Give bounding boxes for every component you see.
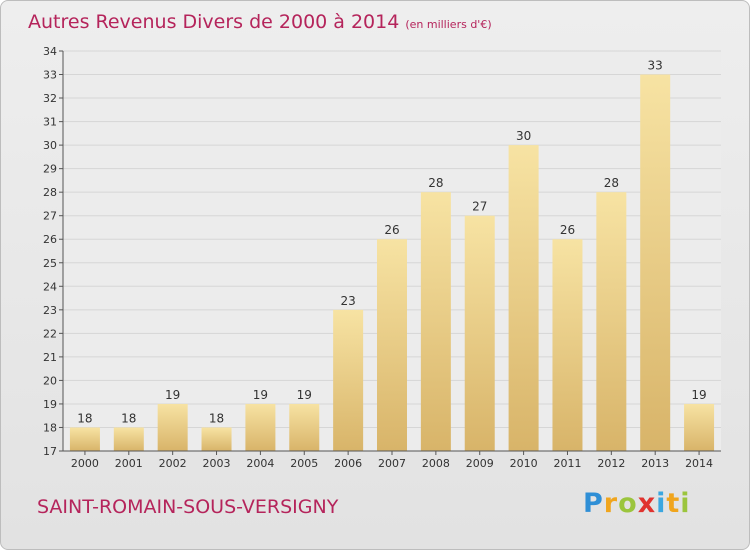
y-tick-label: 19 <box>43 398 57 411</box>
bar <box>69 427 100 451</box>
y-tick-label: 33 <box>43 69 57 82</box>
x-tick-label: 2013 <box>641 457 669 470</box>
x-tick-label: 2014 <box>685 457 713 470</box>
y-tick-label: 30 <box>43 139 57 152</box>
chart-title-main: Autres Revenus Divers de 2000 à 2014 <box>28 11 400 33</box>
x-tick-label: 2001 <box>115 457 143 470</box>
x-tick-label: 2005 <box>290 457 318 470</box>
bar <box>245 403 276 451</box>
y-tick-label: 18 <box>43 421 57 434</box>
logo-letter: r <box>603 488 619 519</box>
data-label: 28 <box>428 176 443 190</box>
y-tick-label: 26 <box>43 233 57 246</box>
data-label: 19 <box>297 388 312 402</box>
logo-letter: i <box>656 488 667 519</box>
data-label: 30 <box>516 129 531 143</box>
bar <box>596 192 627 452</box>
data-label: 18 <box>209 411 224 425</box>
data-label: 26 <box>560 223 575 237</box>
y-tick-label: 29 <box>43 163 57 176</box>
y-tick-label: 22 <box>43 327 57 340</box>
logo-letter: x <box>637 488 657 519</box>
logo-letter: t <box>666 488 681 519</box>
proxiti-logo[interactable]: Proxiti <box>583 488 691 519</box>
data-label: 28 <box>604 176 619 190</box>
x-tick-label: 2003 <box>203 457 231 470</box>
data-label: 23 <box>340 294 355 308</box>
y-tick-label: 25 <box>43 257 57 270</box>
x-tick-label: 2012 <box>597 457 625 470</box>
bar <box>201 427 232 451</box>
commune-name: SAINT-ROMAIN-SOUS-VERSIGNY <box>37 496 339 518</box>
x-tick-label: 2010 <box>510 457 538 470</box>
bar <box>420 192 451 452</box>
bar <box>508 145 539 451</box>
y-tick-label: 20 <box>43 374 57 387</box>
bar <box>684 403 715 451</box>
data-label: 19 <box>691 388 706 402</box>
data-label: 33 <box>648 59 663 73</box>
y-tick-label: 21 <box>43 351 57 364</box>
logo-letter: i <box>680 488 691 519</box>
bar <box>464 215 495 451</box>
y-tick-label: 24 <box>43 280 57 293</box>
bar <box>113 427 144 451</box>
x-tick-label: 2009 <box>466 457 494 470</box>
logo-letter: P <box>583 488 604 519</box>
logo-letter: o <box>618 488 638 519</box>
data-label: 18 <box>121 411 136 425</box>
data-label: 26 <box>384 223 399 237</box>
bar <box>640 74 671 451</box>
x-tick-label: 2004 <box>246 457 274 470</box>
chart-title: Autres Revenus Divers de 2000 à 2014 (en … <box>28 11 492 33</box>
bar <box>333 309 364 451</box>
chart-title-unit: (en milliers d'€) <box>405 18 492 31</box>
bar <box>289 403 320 451</box>
x-tick-label: 2002 <box>159 457 187 470</box>
data-label: 27 <box>472 200 487 214</box>
data-label: 19 <box>165 388 180 402</box>
bar <box>377 239 407 451</box>
x-tick-label: 2011 <box>553 457 581 470</box>
y-tick-label: 17 <box>43 445 57 458</box>
y-tick-label: 31 <box>43 116 57 129</box>
x-tick-label: 2006 <box>334 457 362 470</box>
y-tick-label: 27 <box>43 210 57 223</box>
y-tick-label: 34 <box>43 45 57 58</box>
y-tick-label: 32 <box>43 92 57 105</box>
data-label: 18 <box>77 411 92 425</box>
x-tick-label: 2008 <box>422 457 450 470</box>
x-tick-label: 2007 <box>378 457 406 470</box>
bar <box>552 239 583 451</box>
data-label: 19 <box>253 388 268 402</box>
y-tick-label: 23 <box>43 304 57 317</box>
bar <box>157 403 188 451</box>
x-tick-label: 2000 <box>71 457 99 470</box>
y-tick-label: 28 <box>43 186 57 199</box>
